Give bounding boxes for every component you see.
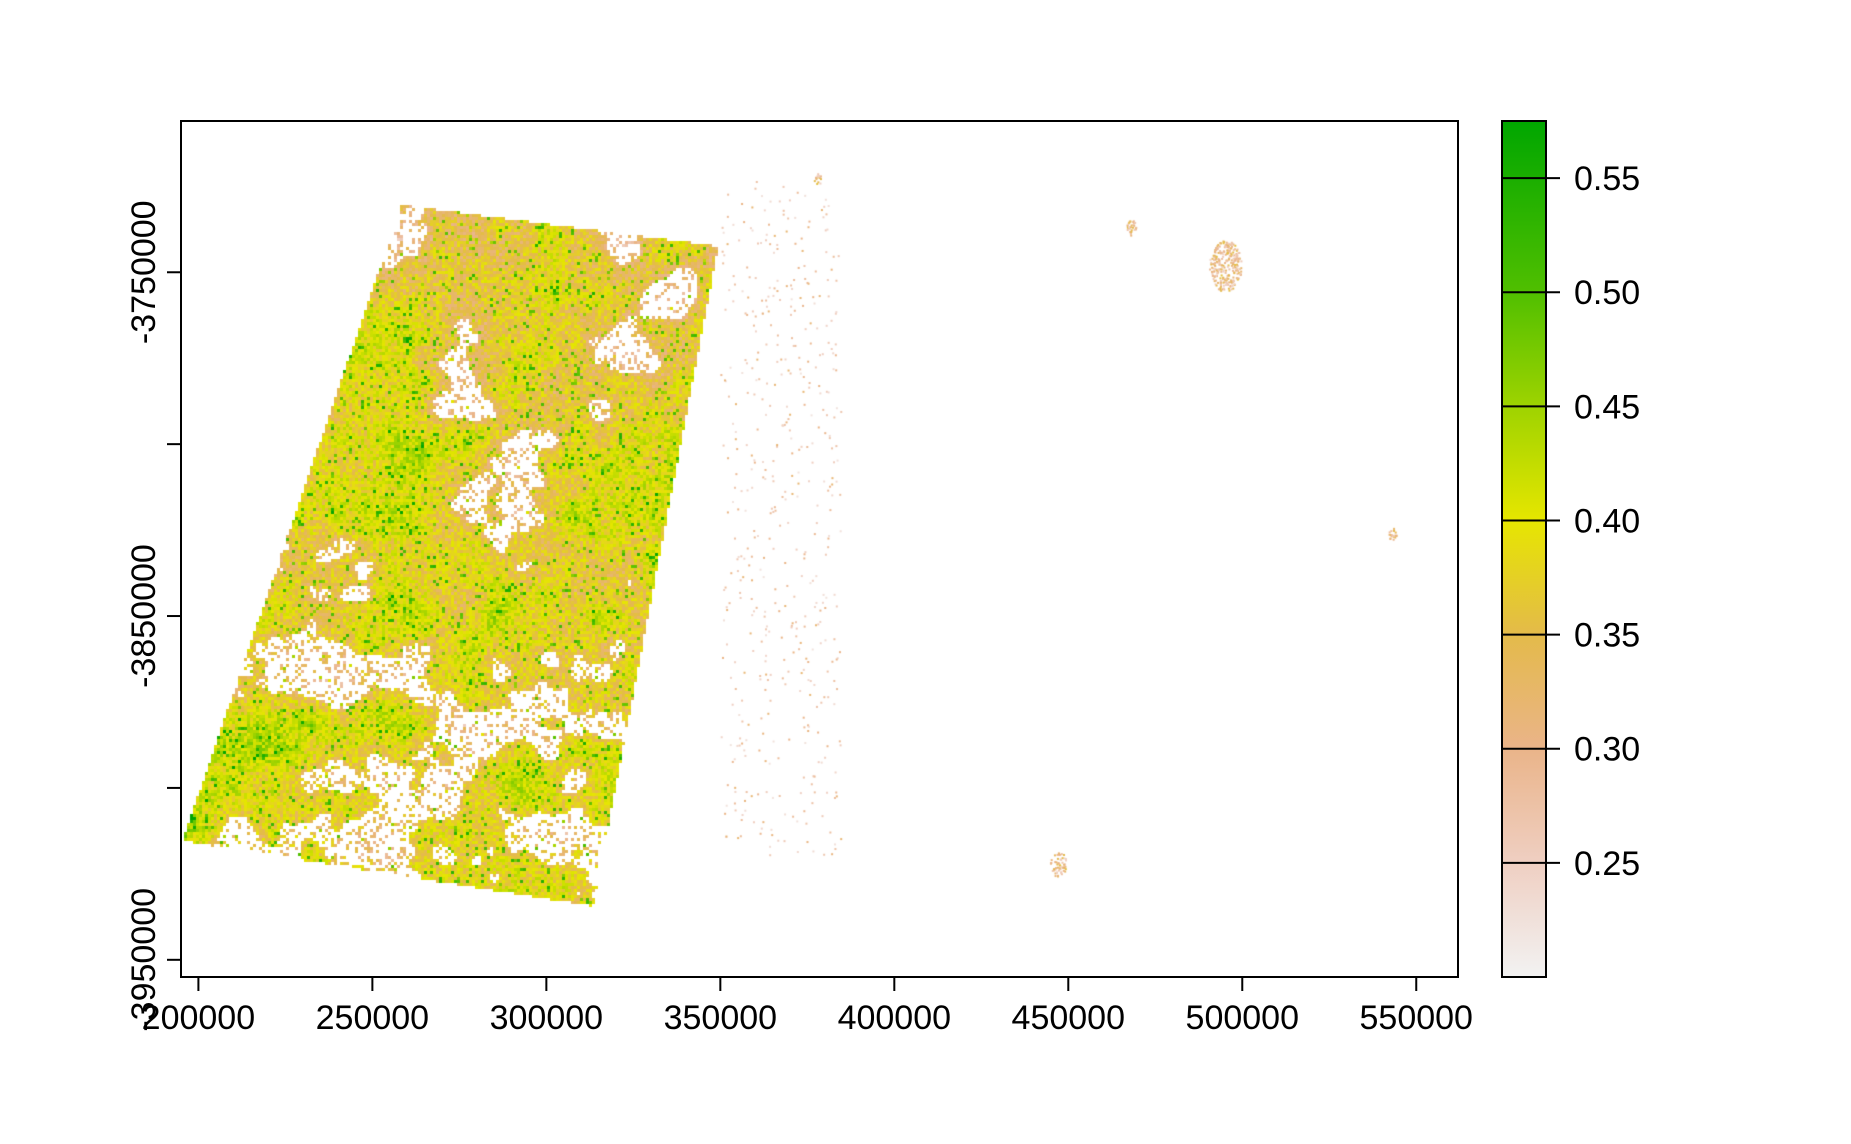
y-tick-label: -3750000 [125, 200, 163, 344]
raster-image [181, 121, 1458, 977]
colorbar-tick-label: 0.30 [1574, 731, 1640, 769]
colorbar-ticks: 0.25 0.30 0.35 0.40 0.45 0.50 0.55 [1502, 160, 1640, 883]
y-tick-label: -3850000 [125, 544, 163, 688]
y-axis: -3950000 -3850000 -3750000 [125, 200, 181, 1032]
colorbar-frame [1501, 120, 1547, 978]
colorbar-tick-label: 0.40 [1574, 502, 1640, 540]
x-axis: 200000 250000 300000 350000 400000 450000 5000… [142, 977, 1473, 1037]
x-tick-label: 450000 [1012, 999, 1125, 1037]
colorbar-legend: 0.25 0.30 0.35 0.40 0.45 0.50 0.55 [1501, 120, 1640, 978]
colorbar-tick-label: 0.50 [1574, 274, 1640, 312]
raster-layer [181, 121, 1458, 977]
colorbar-fill [1502, 121, 1546, 977]
colorbar-tick-label: 0.35 [1574, 617, 1640, 655]
x-tick-label: 500000 [1186, 999, 1299, 1037]
colorbar-tick-label: 0.55 [1574, 160, 1640, 198]
x-tick-label: 200000 [142, 999, 255, 1037]
x-tick-label: 350000 [664, 999, 777, 1037]
colorbar-tick-label: 0.25 [1574, 845, 1640, 883]
x-tick-label: 550000 [1360, 999, 1473, 1037]
x-tick-label: 400000 [838, 999, 951, 1037]
x-tick-label: 300000 [490, 999, 603, 1037]
x-tick-label: 250000 [316, 999, 429, 1037]
plot-frame [180, 120, 1459, 978]
y-tick-label: -3950000 [125, 888, 163, 1032]
colorbar-tick-label: 0.45 [1574, 388, 1640, 426]
